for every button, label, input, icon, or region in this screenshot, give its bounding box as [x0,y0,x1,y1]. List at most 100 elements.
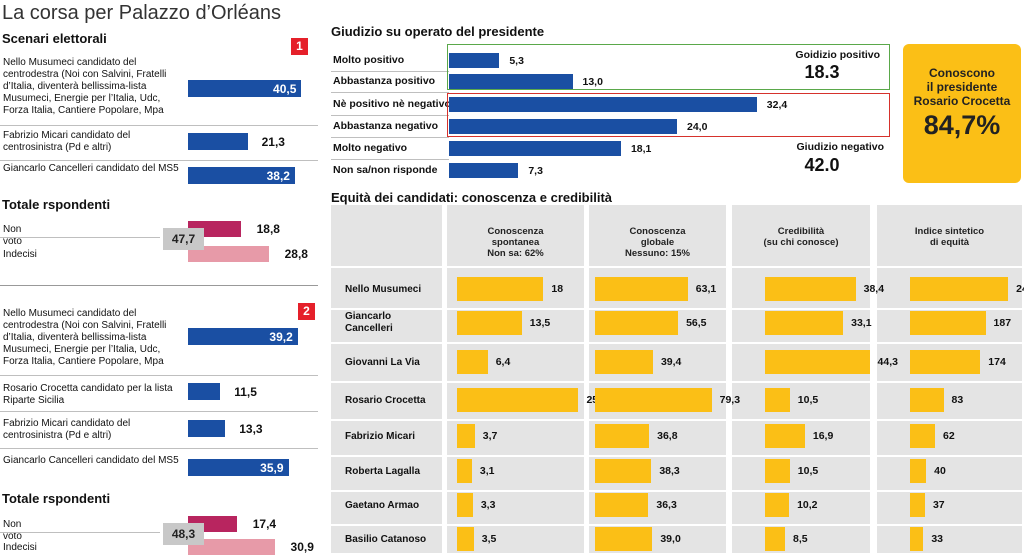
equita-bar [595,277,688,301]
candidate-name: Fabrizio Micari [345,431,416,442]
non-voto-value: 17,4 [252,517,277,531]
column-header-line: globale [640,237,675,248]
totale-title: Totale rspondenti [2,197,111,212]
equita-bar [595,424,650,448]
giudizio-bar [449,163,519,178]
equita-value: 37 [932,499,945,511]
bar-value: 35,9 [260,461,284,475]
equita-value: 39,4 [660,356,682,368]
equita-bar [765,388,790,412]
column-header-line: spontanea [491,237,540,248]
equita-bar [765,277,856,301]
giudizio-value: 13,0 [582,76,603,88]
equita-bar [910,277,1009,301]
bar [188,420,226,437]
equita-bar [457,350,488,374]
totale-title: Totale rspondenti [2,491,111,506]
equita-value: 83 [951,394,964,406]
equita-bar [765,311,844,335]
equita-value: 3,3 [480,499,496,511]
scenario-divider [0,285,318,286]
equita-value: 174 [988,356,1006,368]
row-separator [331,342,1022,344]
equita-value: 38,4 [863,283,885,295]
indecisi-value: 30,9 [290,540,314,554]
row-separator [331,524,1022,526]
equita-bar [457,388,579,412]
giudizio-value: 24,0 [687,121,708,133]
row-separator [331,419,1022,421]
equita-value: 13,5 [529,317,551,329]
header-separator [331,266,1022,268]
bar [188,459,289,476]
giudizio-value: 7,3 [528,165,543,177]
equita-value: 10,2 [797,499,818,511]
row-separator [331,159,449,160]
equita-bar [457,424,475,448]
equita-value: 39,0 [660,533,681,545]
giudizio-bar [449,53,500,68]
column-header-line: Credibilità [777,226,825,237]
crocetta-line1: Conoscono [929,66,995,80]
row-separator [0,448,318,449]
equita-value: 56,5 [686,317,707,329]
equita-bar [910,311,986,335]
equita-value: 36,3 [656,499,677,511]
equita-bar [765,527,786,551]
equita-value: 6,4 [495,356,511,368]
giudizio-category: Molto negativo [333,142,408,154]
equita-bar [765,424,805,448]
negative-box [447,93,890,137]
row-separator [331,137,449,138]
bar-value: 11,5 [234,385,257,399]
giudizio-category: Nè positivo nè negativo [333,98,451,110]
candidate-label: Fabrizio Micari candidato del centrosini… [3,418,131,441]
row-separator [0,411,318,412]
column-header-line: di equità [929,237,970,248]
column-header-line: Nessuno: 15% [625,248,690,259]
equita-value: 63,1 [695,283,717,295]
column-header: Credibilità (su chi conosce) [732,226,870,248]
equita-bar [457,459,472,483]
negative-label: Giudizio negativo [796,141,884,153]
equita-value: 10,5 [797,394,819,406]
scenari-title: Scenari elettorali [2,31,107,46]
giudizio-bar [449,97,757,112]
bar [188,133,248,150]
giudizio-value: 32,4 [766,99,788,111]
candidate-label: Nello Musumeci candidato del centrodestr… [3,308,167,367]
equita-bar [910,350,981,374]
candidate-label: Giancarlo Cancelleri candidato del MS5 [3,455,179,466]
equita-bar [457,277,544,301]
equita-value: 16,9 [812,430,834,442]
candidate-label: Fabrizio Micari candidato del centrosini… [3,130,131,153]
equita-value: 36,8 [657,430,678,442]
giudizio-category: Molto positivo [333,54,405,66]
total-box: 48,3 [163,523,204,545]
scenario-2-badge: 2 [298,303,315,320]
row-separator [331,308,1022,310]
equita-value: 187 [993,317,1012,329]
row-separator [331,381,1022,383]
candidate-name: Giovanni La Via [345,357,420,368]
row-separator [331,115,449,116]
equita-value: 33,1 [851,317,872,329]
column-header-line: (su chi conosce) [763,237,839,248]
column-header: Conoscenza globale Nessuno: 15% [589,226,726,259]
equita-bar [595,493,649,517]
crocetta-line2: il presidente [926,80,998,94]
row-separator [331,71,449,72]
negative-value: 42.0 [804,155,840,175]
page-title: La corsa per Palazzo d’Orléans [2,2,282,24]
equita-bar [910,424,936,448]
bar-value: 39,2 [269,330,293,344]
giudizio-bar [449,74,573,89]
giudizio-value: 5,3 [509,55,524,67]
non-voto-label: Non voto [3,224,22,247]
equita-bar [910,527,924,551]
column-header: Conoscenza spontanea Non sa: 62% [447,226,584,259]
row-separator [331,455,1022,457]
equita-value: 10,5 [797,465,819,477]
row-separator [0,237,160,238]
column-header-line: Indice sintetico [914,226,985,237]
